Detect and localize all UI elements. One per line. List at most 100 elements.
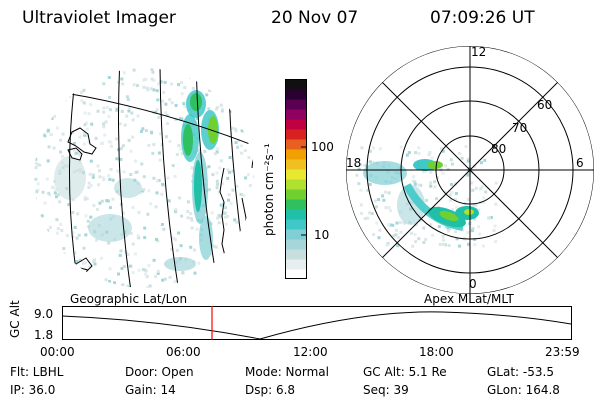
speckle-pixel (147, 263, 151, 267)
speckle-pixel (62, 252, 66, 256)
speckle-pixel (46, 128, 50, 132)
speckle-pixel (129, 149, 133, 153)
speckle-pixel (72, 71, 76, 75)
speckle-pixel (226, 176, 230, 180)
speckle-pixel (44, 262, 48, 266)
speckle-pixel (236, 90, 240, 94)
speckle-pixel (63, 282, 67, 286)
speckle-pixel (371, 146, 375, 150)
speckle-pixel (83, 197, 87, 201)
speckle-pixel (174, 104, 178, 107)
speckle-pixel (229, 246, 233, 250)
speckle-pixel (357, 182, 361, 186)
speckle-pixel (252, 175, 254, 179)
speckle-pixel (59, 150, 62, 154)
speckle-pixel (366, 216, 370, 220)
info-mode: Mode: Normal (245, 365, 329, 379)
colorbar-cell (285, 149, 307, 160)
speckle-pixel (48, 272, 52, 276)
speckle-pixel (41, 190, 45, 194)
speckle-pixel (55, 231, 59, 235)
speckle-pixel (119, 147, 123, 151)
info-glat: GLat: -53.5 (487, 365, 554, 379)
speckle-pixel (49, 133, 53, 136)
speckle-pixel (116, 169, 120, 173)
speckle-pixel (27, 116, 30, 119)
speckle-pixel (31, 245, 34, 248)
speckle-pixel (411, 244, 415, 248)
speckle-pixel (117, 272, 120, 276)
speckle-pixel (173, 280, 177, 284)
speckle-pixel (43, 241, 47, 245)
speckle-pixel (136, 114, 140, 118)
speckle-pixel (29, 164, 32, 167)
speckle-pixel (197, 261, 201, 265)
speckle-pixel (414, 223, 418, 227)
speckle-pixel (444, 225, 448, 229)
speckle-pixel (75, 260, 79, 263)
speckle-pixel (248, 242, 252, 246)
speckle-pixel (42, 132, 46, 136)
speckle-pixel (87, 112, 91, 116)
speckle-pixel (25, 284, 28, 287)
speckle-pixel (126, 253, 130, 256)
speckle-pixel (141, 127, 145, 131)
speckle-pixel (385, 243, 389, 247)
speckle-pixel (134, 252, 137, 256)
speckle-pixel (96, 164, 100, 168)
speckle-pixel (28, 129, 31, 132)
speckle-pixel (206, 74, 210, 78)
speckle-pixel (100, 72, 104, 76)
speckle-pixel (189, 212, 193, 216)
speckle-pixel (85, 75, 89, 78)
speckle-pixel (13, 284, 16, 287)
speckle-pixel (451, 208, 454, 212)
speckle-pixel (244, 280, 248, 284)
speckle-pixel (245, 90, 248, 94)
speckle-pixel (95, 207, 99, 211)
speckle-pixel (168, 140, 172, 143)
speckle-pixel (80, 90, 84, 94)
speckle-pixel (48, 225, 52, 229)
speckle-pixel (435, 197, 438, 201)
speckle-pixel (417, 237, 421, 241)
speckle-pixel (154, 205, 158, 209)
speckle-pixel (136, 234, 140, 238)
speckle-pixel (55, 126, 59, 130)
speckle-pixel (362, 163, 366, 167)
speckle-pixel (20, 93, 23, 96)
speckle-pixel (232, 90, 236, 94)
speckle-pixel (162, 90, 166, 94)
speckle-pixel (62, 256, 66, 260)
speckle-pixel (128, 264, 132, 268)
speckle-pixel (183, 86, 187, 89)
speckle-pixel (65, 234, 69, 238)
speckle-pixel (232, 270, 236, 274)
speckle-pixel (75, 236, 79, 240)
speckle-pixel (378, 147, 382, 151)
speckle-pixel (29, 260, 32, 263)
speckle-pixel (13, 237, 16, 240)
speckle-pixel (151, 70, 155, 74)
speckle-pixel (364, 164, 368, 168)
speckle-pixel (22, 104, 25, 107)
speckle-pixel (467, 242, 470, 246)
speckle-pixel (84, 260, 87, 264)
speckle-pixel (231, 169, 235, 173)
speckle-pixel (10, 134, 13, 137)
speckle-pixel (56, 227, 60, 231)
speckle-pixel (177, 231, 181, 235)
speckle-pixel (97, 183, 101, 187)
mlt-label-12: 12 (471, 45, 487, 59)
speckle-pixel (19, 146, 22, 149)
speckle-pixel (231, 277, 235, 280)
speckle-pixel (157, 82, 161, 86)
speckle-pixel (386, 206, 390, 209)
speckle-pixel (96, 109, 100, 113)
speckle-pixel (247, 156, 251, 160)
speckle-pixel (82, 101, 86, 105)
speckle-pixel (35, 222, 39, 226)
speckle-pixel (167, 199, 171, 203)
speckle-pixel (11, 119, 14, 122)
speckle-pixel (77, 152, 81, 156)
